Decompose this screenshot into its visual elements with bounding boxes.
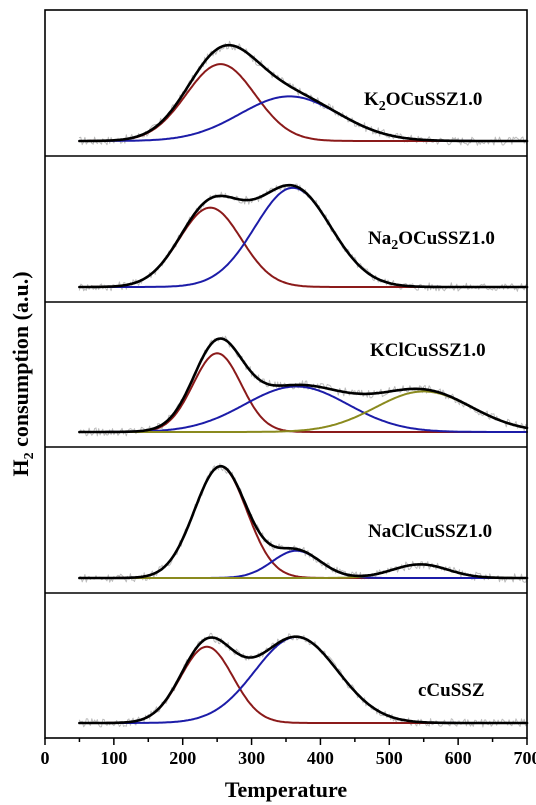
y-axis-title-subscript: 2 — [22, 452, 37, 459]
total-fit-line — [78, 337, 529, 434]
peak2-fit-line — [78, 385, 528, 433]
panel-label: K2OCuSSZ1.0 — [364, 89, 482, 114]
panel-label: NaClCuSSZ1.0 — [368, 521, 492, 542]
total-fit-line — [78, 635, 529, 725]
panels-layer: K2OCuSSZ1.0 Na2OCuSSZ1.0 KClCuSSZ1.0 NaClCu… — [45, 40, 529, 728]
x-axis-title: Temperature — [225, 777, 347, 802]
panel-2: Na2OCuSSZ1.0 — [45, 155, 529, 292]
peak3-fit-line — [78, 390, 528, 433]
x-tick-label: 100 — [100, 748, 127, 768]
x-tick-label: 0 — [41, 748, 50, 768]
x-tick-label: 400 — [307, 748, 334, 768]
panel-label: KClCuSSZ1.0 — [370, 340, 486, 361]
peak1-fit-line — [78, 352, 528, 433]
y-axis-title-main: H — [8, 459, 33, 476]
panel-5: cCuSSZ — [45, 592, 529, 728]
y-axis-title: H2 consumption (a.u.) — [8, 271, 37, 476]
plot-frame — [44, 9, 528, 739]
x-tick-label: 500 — [376, 748, 403, 768]
total-fit-line — [78, 464, 529, 580]
x-tick-label: 700 — [514, 748, 536, 768]
total-fit-line — [78, 43, 529, 143]
panel-1: K2OCuSSZ1.0 — [78, 40, 529, 146]
panel-label: Na2OCuSSZ1.0 — [368, 228, 495, 253]
panel-4: NaClCuSSZ1.0 — [45, 446, 529, 583]
x-axis: 0 100 200 300 400 500 600 700 — [41, 738, 536, 768]
y-axis-title-rest: consumption (a.u.) — [8, 271, 33, 452]
x-tick-label: 300 — [238, 748, 265, 768]
panel-label: cCuSSZ — [418, 680, 485, 701]
panel-3: KClCuSSZ1.0 — [45, 301, 529, 437]
total-fit-line — [78, 183, 529, 289]
x-tick-label: 600 — [445, 748, 472, 768]
x-tick-label: 200 — [169, 748, 196, 768]
